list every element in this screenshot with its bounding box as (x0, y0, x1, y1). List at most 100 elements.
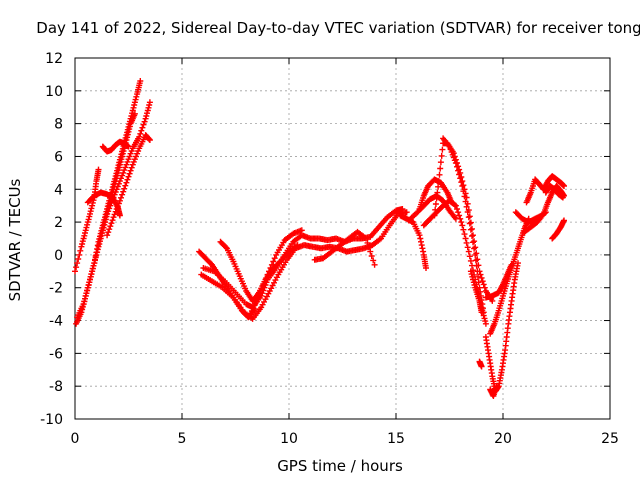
data-point (464, 209, 471, 215)
data-point (465, 214, 472, 221)
data-point (469, 225, 475, 232)
data-point (140, 121, 147, 128)
data-point (416, 232, 423, 239)
data-point (108, 220, 115, 227)
data-point (122, 182, 129, 189)
data-point (133, 93, 140, 100)
data-point (121, 185, 128, 192)
data-point (107, 202, 114, 209)
data-point (116, 212, 123, 219)
x-tick-labels: 0 5 10 15 20 25 (71, 431, 619, 447)
data-point (559, 194, 566, 201)
data-point (481, 284, 488, 291)
data-point (222, 244, 229, 251)
y-tick-label: -6 (49, 346, 63, 362)
data-point (116, 178, 123, 185)
data-point (364, 239, 371, 246)
data-point (294, 242, 301, 249)
data-point (123, 161, 130, 168)
y-tick-label: -2 (49, 281, 63, 297)
plot-frame (74, 57, 611, 420)
data-point (298, 227, 305, 234)
data-point (437, 159, 444, 166)
data-point (133, 153, 139, 160)
data-point (423, 265, 429, 271)
data-point (478, 309, 485, 316)
data-point (473, 262, 480, 269)
data-point (466, 253, 473, 260)
data-point (146, 99, 153, 106)
data-point (84, 287, 91, 294)
data-point (129, 161, 136, 168)
data-point (478, 274, 485, 281)
data-point (84, 219, 91, 226)
data-point (104, 232, 111, 239)
data-point (268, 261, 275, 268)
data-point (435, 178, 442, 185)
data-point (137, 78, 144, 84)
x-tick-label: 10 (280, 431, 298, 447)
data-point (561, 183, 567, 189)
data-point (118, 194, 124, 201)
data-point (460, 226, 467, 233)
data-point (125, 143, 132, 150)
data-point (463, 239, 470, 246)
data-point (472, 257, 479, 264)
y-tick-label: 2 (54, 215, 63, 231)
data-point (447, 146, 454, 153)
data-point (258, 285, 265, 292)
data-point (455, 167, 462, 174)
data-point (73, 264, 80, 271)
axis-ticks (74, 57, 611, 420)
data-point (367, 248, 374, 255)
data-point (120, 169, 127, 176)
data-point (124, 176, 131, 183)
data-point (107, 223, 114, 230)
data-point (432, 201, 439, 207)
data-point (480, 281, 487, 288)
data-point (89, 202, 96, 209)
data-point (119, 172, 126, 179)
data-point (464, 244, 471, 251)
data-point (455, 209, 462, 216)
data-point (368, 253, 375, 259)
data-point (119, 153, 126, 160)
y-tick-label: 8 (54, 117, 63, 133)
data-point (125, 173, 132, 180)
data-point (127, 167, 134, 174)
x-tick-label: 5 (178, 431, 187, 447)
data-point (471, 245, 478, 252)
data-point (264, 271, 271, 278)
y-tick-labels: -10 -8 -6 -4 -2 0 2 4 6 8 10 12 (40, 51, 63, 428)
data-point (403, 209, 410, 216)
data-point (493, 383, 500, 390)
data-point (399, 206, 406, 212)
data-point (456, 212, 463, 219)
data-point (472, 251, 479, 258)
data-point (251, 302, 258, 308)
data-point (465, 248, 472, 255)
data-point (136, 133, 143, 140)
data-point (438, 152, 445, 159)
data-point (109, 217, 116, 224)
data-point (76, 251, 83, 258)
data-point (256, 292, 262, 299)
data-series (72, 78, 567, 399)
data-point (448, 199, 455, 206)
data-point (561, 217, 567, 224)
data-point (95, 166, 102, 173)
data-point (434, 189, 441, 196)
data-point (482, 320, 489, 327)
data-point (461, 193, 468, 200)
data-point (75, 256, 82, 262)
data-point (470, 232, 476, 239)
data-point (457, 175, 464, 182)
data-point (462, 198, 469, 205)
data-point (470, 276, 476, 283)
data-point (439, 146, 446, 153)
data-point (456, 171, 463, 178)
data-point (462, 235, 469, 242)
y-tick-label: 6 (54, 149, 63, 165)
data-point (474, 268, 481, 275)
